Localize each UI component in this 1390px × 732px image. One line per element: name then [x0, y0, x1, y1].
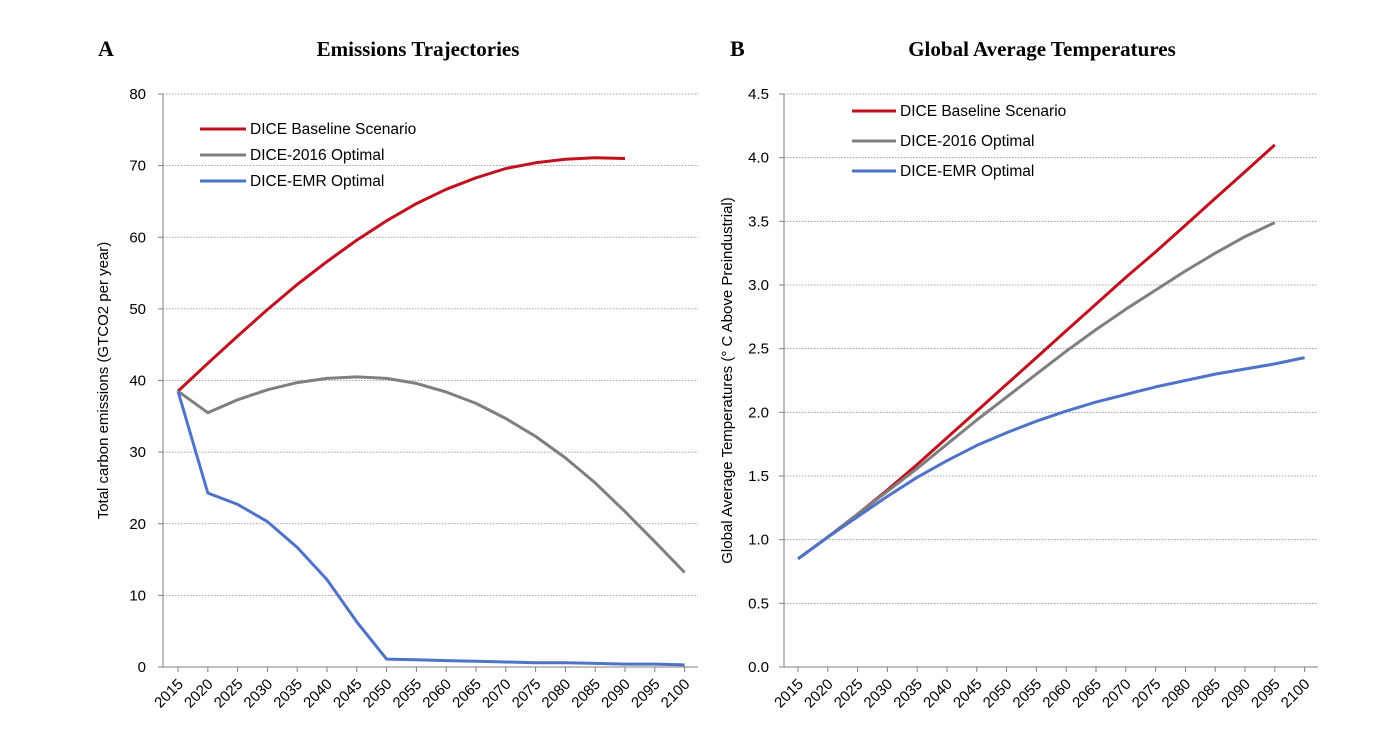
- x-tick-label: 2015: [771, 676, 807, 712]
- x-tick-label: 2020: [801, 676, 837, 712]
- x-tick-label: 2075: [509, 676, 545, 712]
- x-tick-label: 2095: [628, 676, 664, 712]
- x-tick-label: 2045: [330, 676, 366, 712]
- x-tick-label: 2080: [1159, 676, 1195, 712]
- x-tick-label: 2035: [270, 676, 306, 712]
- x-tick-label: 2040: [920, 676, 956, 712]
- y-axis-label: Total carbon emissions (GTCO2 per year): [95, 242, 112, 520]
- series-line-dice-2016-optimal: [797, 221, 1276, 561]
- chart-panel-a: A Emissions Trajectories01020304050607080…: [95, 36, 698, 711]
- x-tick-label: 2095: [1248, 676, 1284, 712]
- y-tick-label: 30: [129, 444, 146, 461]
- x-tick-label: 2065: [449, 676, 485, 712]
- x-tick-label: 2055: [390, 676, 426, 712]
- y-tick-label: 40: [129, 373, 146, 390]
- x-tick-label: 2090: [1218, 676, 1254, 712]
- y-tick-label: 3.0: [748, 277, 769, 294]
- x-tick-label: 2065: [1069, 676, 1105, 712]
- y-tick-label: 70: [129, 158, 146, 175]
- x-tick-label: 2050: [980, 676, 1016, 712]
- x-tick-label: 2085: [568, 676, 604, 712]
- series-line-dice-baseline-scenario: [176, 156, 626, 393]
- panel-letter: B: [730, 36, 745, 61]
- x-tick-label: 2070: [479, 676, 515, 712]
- chart-title: Emissions Trajectories: [317, 37, 520, 61]
- x-tick-label: 2025: [211, 676, 247, 712]
- x-tick-label: 2100: [1278, 676, 1314, 712]
- x-tick-label: 2075: [1129, 676, 1165, 712]
- legend-label: DICE Baseline Scenario: [900, 103, 1066, 120]
- x-tick-label: 2090: [598, 676, 634, 712]
- legend-label: DICE-2016 Optimal: [900, 133, 1034, 150]
- y-tick-label: 50: [129, 301, 146, 318]
- series-line-dice-baseline-scenario: [797, 143, 1276, 561]
- legend-label: DICE-EMR Optimal: [900, 163, 1034, 180]
- x-tick-label: 2040: [300, 676, 336, 712]
- y-tick-label: 0.5: [748, 595, 769, 612]
- y-tick-label: 1.0: [748, 532, 769, 549]
- x-tick-label: 2030: [241, 676, 277, 712]
- y-tick-label: 0.0: [748, 659, 769, 676]
- y-tick-label: 3.5: [748, 213, 769, 230]
- x-tick-label: 2020: [181, 676, 217, 712]
- y-tick-label: 4.5: [748, 86, 769, 103]
- series-line-dice-emr-optimal: [176, 390, 685, 667]
- y-tick-label: 0: [138, 659, 146, 676]
- y-tick-label: 10: [129, 587, 146, 604]
- y-tick-label: 4.0: [748, 150, 769, 167]
- y-tick-label: 1.5: [748, 468, 769, 485]
- y-axis-label: Global Average Temperatures (° C Above P…: [719, 197, 736, 563]
- x-tick-label: 2025: [831, 676, 867, 712]
- x-tick-label: 2050: [360, 676, 396, 712]
- legend-label: DICE-2016 Optimal: [250, 147, 384, 164]
- y-tick-label: 2.0: [748, 404, 769, 421]
- x-tick-label: 2070: [1099, 676, 1135, 712]
- x-tick-label: 2060: [1039, 676, 1075, 712]
- legend-label: DICE Baseline Scenario: [250, 121, 416, 138]
- y-tick-label: 2.5: [748, 341, 769, 358]
- y-tick-label: 20: [129, 516, 146, 533]
- y-tick-label: 60: [129, 229, 146, 246]
- x-tick-label: 2030: [861, 676, 897, 712]
- x-tick-label: 2080: [539, 676, 575, 712]
- series-line-dice-2016-optimal: [177, 375, 686, 574]
- x-tick-label: 2100: [658, 676, 694, 712]
- x-tick-label: 2015: [151, 676, 187, 712]
- chart-title: Global Average Temperatures: [908, 37, 1176, 61]
- x-tick-label: 2055: [1010, 676, 1046, 712]
- y-tick-label: 80: [129, 86, 146, 103]
- panel-letter: A: [98, 36, 114, 61]
- x-tick-label: 2085: [1188, 676, 1224, 712]
- legend-label: DICE-EMR Optimal: [250, 173, 384, 190]
- x-tick-label: 2060: [419, 676, 455, 712]
- x-tick-label: 2045: [950, 676, 986, 712]
- chart-panel-b: B Global Average Temperatures 0.0 0.5 1.0 1.5…: [719, 36, 1318, 711]
- series-line-dice-emr-optimal: [797, 356, 1305, 561]
- x-tick-label: 2035: [890, 676, 926, 712]
